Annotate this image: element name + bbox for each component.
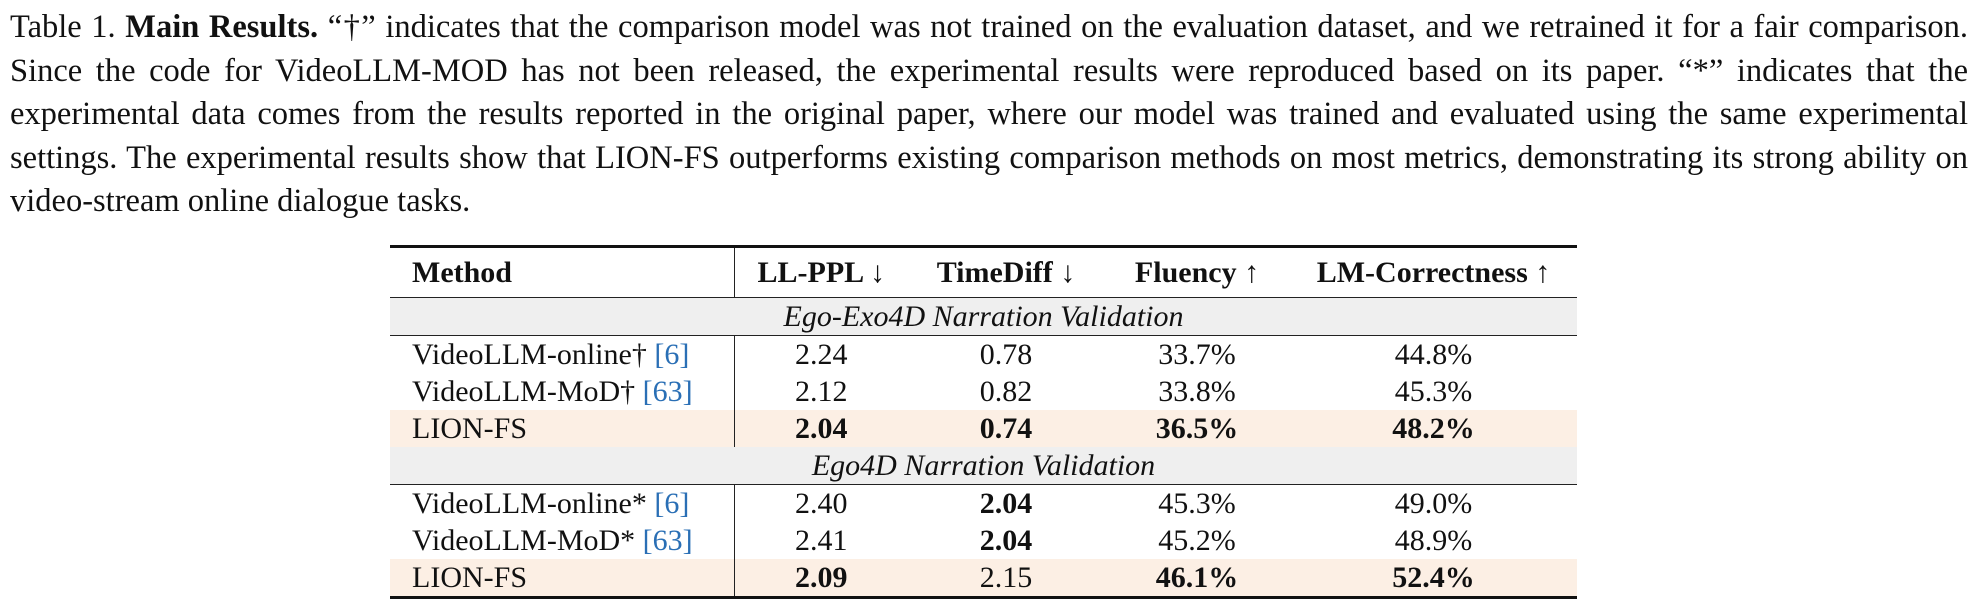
value-cell: 2.09 xyxy=(734,559,908,598)
value-cell: 48.2% xyxy=(1290,410,1577,447)
caption: Table 1. Main Results. “†” indicates tha… xyxy=(10,6,1968,224)
value-cell: 33.8% xyxy=(1158,375,1236,408)
method-name: VideoLLM-online† xyxy=(412,338,647,371)
value-cell: 49.0% xyxy=(1394,487,1473,520)
value-cell: 2.04 xyxy=(734,410,908,447)
results-table: Method LL-PPL ↓ TimeDiff ↓ Fluency ↑ LM-Corr… xyxy=(390,245,1577,599)
method-name: LION-FS xyxy=(412,561,528,594)
citation: [63] xyxy=(642,375,693,408)
section-row: Ego-Exo4D Narration Validation xyxy=(390,297,1577,336)
method-cell: VideoLLM-MoD† [63] xyxy=(390,373,735,410)
value-cell: 45.2% xyxy=(1158,524,1236,557)
value-cell: 48.9% xyxy=(1394,524,1473,557)
method-name: VideoLLM-online* xyxy=(412,487,647,520)
citation: [6] xyxy=(654,487,690,520)
value-cell: 45.3% xyxy=(1394,375,1473,408)
method-cell: VideoLLM-online* [6] xyxy=(390,484,735,522)
section-title: Ego4D Narration Validation xyxy=(390,447,1577,485)
value-cell: 46.1% xyxy=(1104,559,1290,598)
data-row: LION-FS 2.09 2.15 46.1% 52.4% xyxy=(390,559,1577,598)
value-cell: 2.41 xyxy=(795,524,848,557)
section-title: Ego-Exo4D Narration Validation xyxy=(390,297,1577,336)
method-cell: LION-FS xyxy=(390,410,735,447)
value-cell: 33.7% xyxy=(1158,338,1236,371)
method-name: VideoLLM-MoD† xyxy=(412,375,636,408)
column-header: LM-Correctness ↑ xyxy=(1316,256,1551,289)
data-row: VideoLLM-online* [6] 2.40 2.04 45.3% 49.0% xyxy=(390,484,1577,522)
value-cell: 52.4% xyxy=(1290,559,1577,598)
value-cell: 0.82 xyxy=(979,375,1033,408)
value-cell: 36.5% xyxy=(1104,410,1290,447)
data-row: LION-FS 2.04 0.74 36.5% 48.2% xyxy=(390,410,1577,447)
method-name: LION-FS xyxy=(412,412,528,445)
method-cell: VideoLLM-online† [6] xyxy=(390,335,735,373)
method-cell: VideoLLM-MoD* [63] xyxy=(390,522,735,559)
method-cell: LION-FS xyxy=(390,559,735,598)
column-header: LL-PPL ↓ xyxy=(757,256,885,289)
value-cell: 0.78 xyxy=(979,338,1033,371)
header-row: Method LL-PPL ↓ TimeDiff ↓ Fluency ↑ LM-Corr… xyxy=(390,246,1577,298)
value-cell: 2.24 xyxy=(795,338,848,371)
column-header: Fluency ↑ xyxy=(1134,256,1260,289)
value-cell: 2.40 xyxy=(795,487,848,520)
caption-label: Table 1. xyxy=(10,9,116,45)
data-row: VideoLLM-MoD† [63] 2.12 0.82 33.8% 45.3% xyxy=(390,373,1577,410)
citation: [63] xyxy=(642,524,693,557)
method-name: VideoLLM-MoD* xyxy=(412,524,636,557)
table-section: Ego-Exo4D Narration Validation VideoLLM-o… xyxy=(390,297,1577,447)
value-cell: 2.15 xyxy=(908,559,1104,598)
table-header: Method LL-PPL ↓ TimeDiff ↓ Fluency ↑ LM-Corr… xyxy=(390,246,1577,298)
caption-title: Main Results. xyxy=(125,9,319,45)
caption-text: “†” indicates that the comparison model … xyxy=(10,9,1968,219)
value-cell: 2.04 xyxy=(979,487,1033,520)
citation: [6] xyxy=(654,338,690,371)
value-cell: 45.3% xyxy=(1158,487,1236,520)
data-row: VideoLLM-MoD* [63] 2.41 2.04 45.2% 48.9% xyxy=(390,522,1577,559)
table-section: Ego4D Narration Validation VideoLLM-onlin… xyxy=(390,447,1577,598)
section-row: Ego4D Narration Validation xyxy=(390,447,1577,485)
column-header: TimeDiff ↓ xyxy=(936,256,1076,289)
value-cell: 0.74 xyxy=(908,410,1104,447)
data-row: VideoLLM-online† [6] 2.24 0.78 33.7% 44.8% xyxy=(390,335,1577,373)
column-header: Method xyxy=(390,246,735,298)
value-cell: 2.12 xyxy=(795,375,848,408)
value-cell: 2.04 xyxy=(979,524,1033,557)
value-cell: 44.8% xyxy=(1394,338,1473,371)
